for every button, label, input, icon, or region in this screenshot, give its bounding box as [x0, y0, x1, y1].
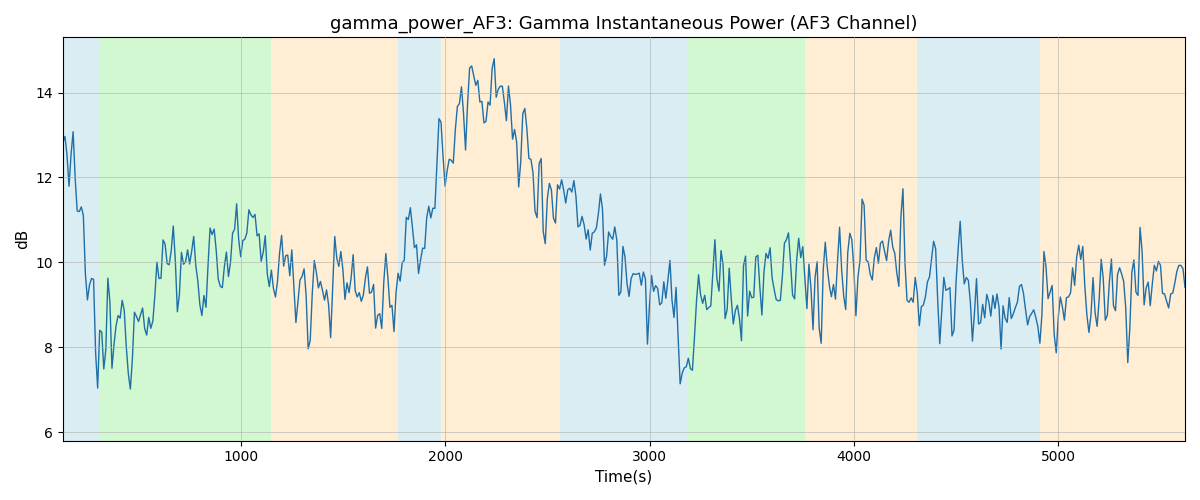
Bar: [917, 38, 1040, 440]
Y-axis label: dB: dB: [16, 229, 30, 249]
Bar: [271, 38, 398, 440]
Bar: [559, 38, 668, 440]
Bar: [668, 38, 689, 440]
Bar: [100, 38, 271, 440]
Bar: [62, 38, 100, 440]
Bar: [398, 38, 442, 440]
Bar: [805, 38, 917, 440]
Bar: [689, 38, 805, 440]
Bar: [1040, 38, 1186, 440]
Title: gamma_power_AF3: Gamma Instantaneous Power (AF3 Channel): gamma_power_AF3: Gamma Instantaneous Pow…: [330, 15, 918, 34]
X-axis label: Time(s): Time(s): [595, 470, 653, 485]
Bar: [442, 38, 559, 440]
